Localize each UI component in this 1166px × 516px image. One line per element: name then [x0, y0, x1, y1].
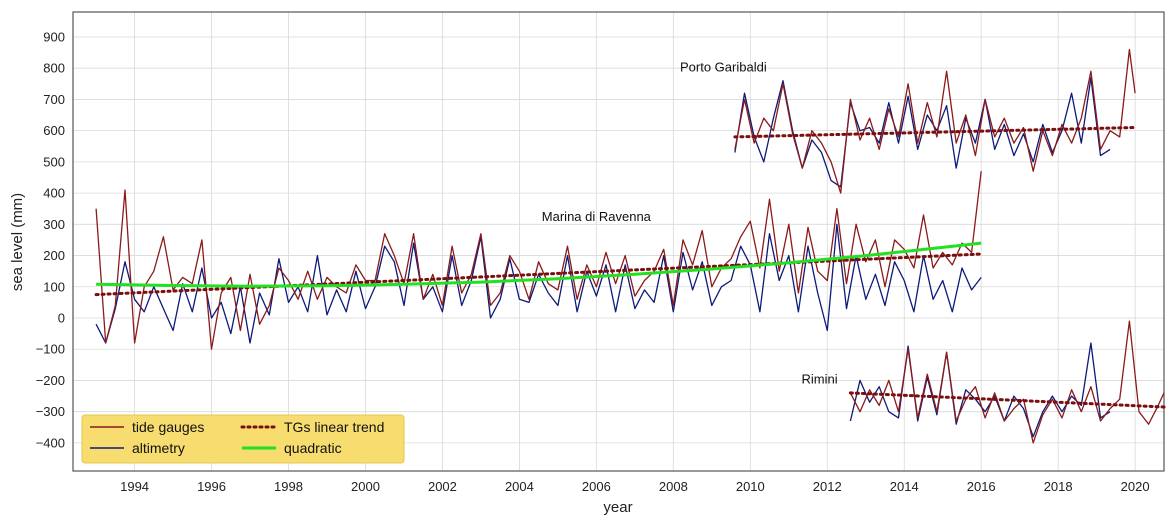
x-tick-label: 2014	[890, 479, 919, 494]
y-tick-label: 800	[43, 61, 65, 76]
x-tick-label: 2010	[736, 479, 765, 494]
legend: tide gauges altimetry TGs linear trend quad…	[81, 414, 405, 464]
x-tick-label: 1998	[274, 479, 303, 494]
y-tick-label: 400	[43, 186, 65, 201]
rimini-annotation: Rimini	[802, 372, 838, 387]
y-tick-label: 600	[43, 123, 65, 138]
station-annotations: Porto Garibaldi Marina di Ravenna Rimini	[542, 59, 838, 386]
y-tick-label: 200	[43, 248, 65, 263]
y-tick-label: 700	[43, 92, 65, 107]
x-tick-label: 2000	[351, 479, 380, 494]
y-tick-label: 500	[43, 154, 65, 169]
x-tick-label: 1996	[197, 479, 226, 494]
legend-box	[81, 414, 405, 464]
marina-di-ravenna-quadratic-line	[96, 241, 982, 288]
marina-di-ravenna-tgs-linear-trend-line	[94, 252, 983, 297]
y-tick-label: −200	[36, 373, 65, 388]
y-tick-label: 300	[43, 217, 65, 232]
x-tick-label: 2020	[1121, 479, 1150, 494]
tgs-linear-trend-legend-label: TGs linear trend	[284, 419, 384, 435]
x-tick-label: 2004	[505, 479, 534, 494]
y-tick-label: 900	[43, 29, 65, 44]
quadratic-legend-label: quadratic	[284, 440, 342, 456]
y-tick-label: −300	[36, 404, 65, 419]
porto-garibaldi-tide-gauges-line	[734, 48, 1136, 194]
marina-di-ravenna-annotation: Marina di Ravenna	[542, 209, 652, 224]
x-tick-label: 2008	[659, 479, 688, 494]
x-tick-label: 2018	[1044, 479, 1073, 494]
x-tick-label: 2006	[582, 479, 611, 494]
series-layer	[94, 48, 1166, 444]
y-tick-label: 0	[58, 311, 65, 326]
x-tick-label: 1994	[120, 479, 149, 494]
x-tick-label: 2016	[967, 479, 996, 494]
rimini-tgs-linear-trend-line	[848, 391, 1166, 409]
porto-garibaldi-annotation: Porto Garibaldi	[680, 59, 767, 74]
y-tick-label: −400	[36, 435, 65, 450]
marina-di-ravenna-tide-gauges-line	[95, 171, 982, 350]
plot-frame	[72, 11, 1165, 472]
porto-garibaldi-tgs-linear-trend-line	[733, 126, 1137, 139]
x-axis-label: year	[603, 499, 632, 516]
tick-labels: 1994 1996 1998 2000 2002 2004 2006 2008 2010 2012…	[36, 29, 1150, 494]
y-tick-label: 100	[43, 279, 65, 294]
x-tick-label: 2012	[813, 479, 842, 494]
y-tick-label: −100	[36, 342, 65, 357]
x-tick-label: 2002	[428, 479, 457, 494]
y-axis-label: sea level (mm)	[9, 193, 26, 291]
altimetry-legend-label: altimetry	[132, 440, 185, 456]
tide-gauges-legend-label: tide gauges	[132, 419, 204, 435]
